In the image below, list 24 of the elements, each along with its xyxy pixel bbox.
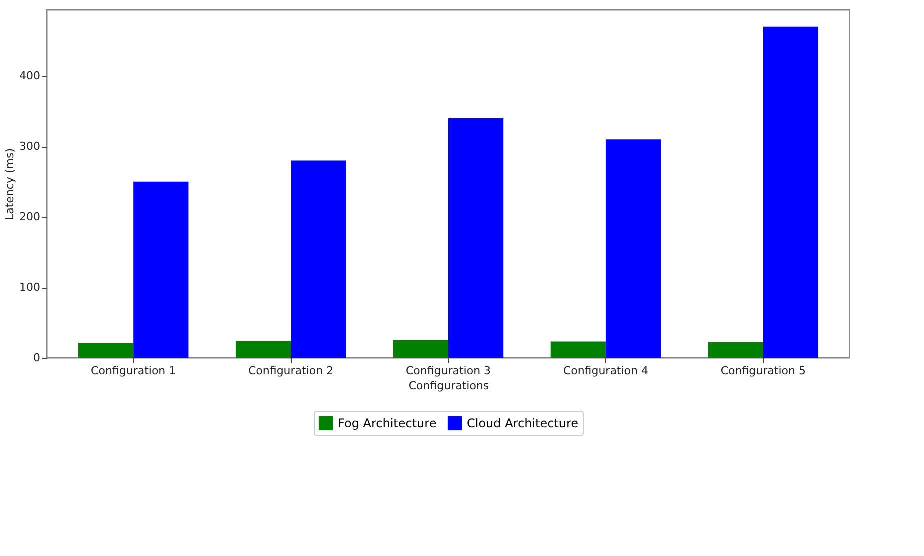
x-axis-title: Configurations bbox=[408, 380, 490, 392]
bar bbox=[708, 342, 764, 358]
y-tick-label: 200 bbox=[20, 210, 40, 224]
legend-label: Cloud Architecture bbox=[467, 416, 579, 430]
legend-label: Fog Architecture bbox=[338, 416, 437, 430]
bar bbox=[448, 118, 504, 358]
y-axis-title: Latency (ms) bbox=[4, 148, 17, 221]
x-tick-label: Configuration 3 bbox=[406, 364, 492, 378]
bar bbox=[78, 343, 134, 358]
bar bbox=[134, 182, 189, 358]
x-tick-label: Configuration 1 bbox=[91, 364, 176, 378]
bar bbox=[550, 342, 606, 358]
x-tick-label: Configuration 5 bbox=[720, 364, 806, 378]
bar bbox=[291, 160, 346, 358]
bar bbox=[763, 26, 819, 358]
bar bbox=[236, 341, 292, 358]
x-tick-label: Configuration 2 bbox=[248, 364, 334, 378]
bar bbox=[393, 340, 448, 358]
y-tick-label: 0 bbox=[34, 352, 40, 364]
y-tick-label: 100 bbox=[20, 281, 40, 294]
y-tick-label: 300 bbox=[20, 140, 40, 154]
y-tick-label: 400 bbox=[20, 70, 40, 83]
bar bbox=[606, 140, 662, 358]
x-tick-label: Configuration 4 bbox=[563, 364, 649, 378]
